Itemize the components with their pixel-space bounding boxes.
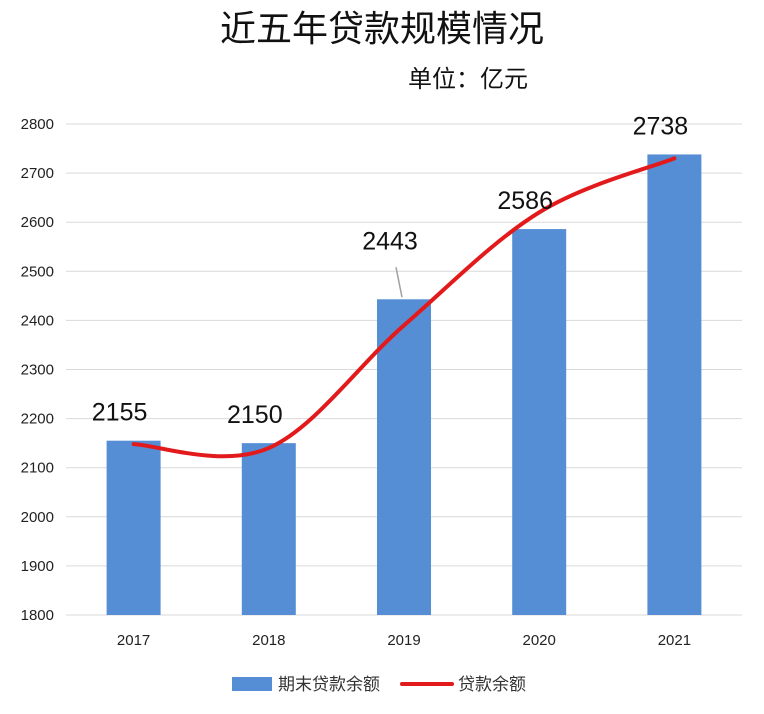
x-tick-label: 2018 <box>252 632 285 649</box>
y-tick-label: 2300 <box>21 362 54 379</box>
bar <box>106 440 161 615</box>
legend-label-bar: 期末贷款余额 <box>278 675 380 695</box>
y-tick-label: 2000 <box>21 509 54 526</box>
y-tick-label: 2600 <box>21 214 54 231</box>
y-tick-label: 1800 <box>21 607 54 624</box>
x-tick-label: 2021 <box>658 632 691 649</box>
bar <box>377 299 431 615</box>
y-tick-label: 2500 <box>21 263 54 280</box>
chart-title: 近五年贷款规模情况 <box>219 9 544 50</box>
bar <box>241 443 296 615</box>
data-label: 2150 <box>227 401 283 429</box>
series-line <box>131 156 677 459</box>
y-tick-label: 2200 <box>21 411 54 428</box>
y-tick-label: 2100 <box>21 460 54 477</box>
data-label: 2586 <box>497 187 553 215</box>
y-tick-label: 2700 <box>21 165 54 182</box>
bar <box>512 229 567 615</box>
legend-label-line: 贷款余额 <box>458 675 526 695</box>
bar <box>647 154 702 615</box>
x-tick-label: 2020 <box>523 632 556 649</box>
data-label: 2155 <box>92 399 148 427</box>
leader-line <box>395 267 403 298</box>
unit-subtitle: 单位：亿元 <box>408 65 528 93</box>
data-label: 2443 <box>362 227 418 255</box>
y-tick-label: 2800 <box>21 116 54 133</box>
legend-bar-swatch <box>232 677 272 691</box>
y-tick-label: 1900 <box>21 558 54 575</box>
x-tick-label: 2019 <box>387 632 420 649</box>
y-tick-label: 2400 <box>21 312 54 329</box>
x-tick-label: 2017 <box>117 632 150 649</box>
data-label: 2738 <box>633 112 689 140</box>
